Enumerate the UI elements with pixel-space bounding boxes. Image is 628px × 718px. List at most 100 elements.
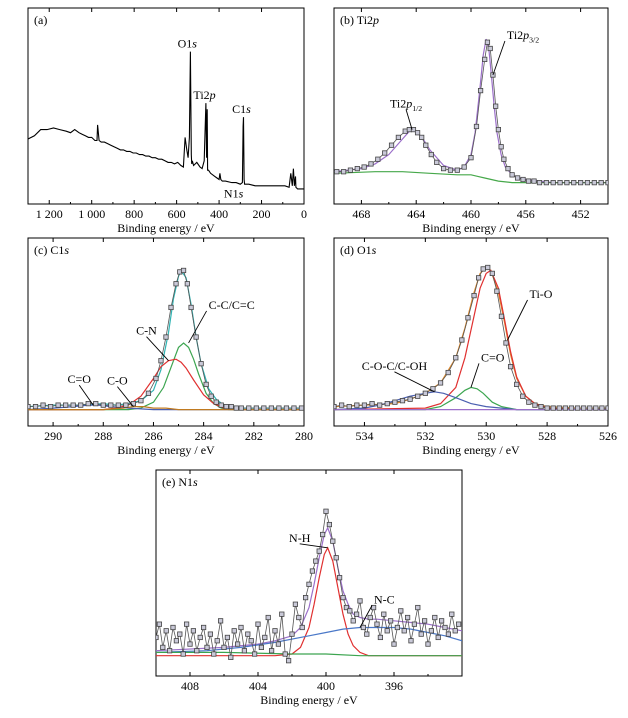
data-point [115,402,121,408]
data-point [153,375,159,382]
data-point [387,618,394,624]
data-point [340,595,346,601]
data-point [204,644,210,651]
x-axis-label: Binding energy / eV [117,443,215,457]
x-tick-label: 534 [355,429,373,443]
data-point [550,405,556,411]
data-point [234,641,241,647]
panel-label: (d) O1s [340,243,377,257]
data-point [265,614,271,621]
annotation-label: N-C [374,592,395,606]
data-point [282,651,288,657]
data-point [261,405,267,411]
data-point [465,315,471,321]
annotation-arrow [78,384,94,406]
data-point [173,281,179,287]
data-point [194,648,200,654]
data-point [418,631,424,637]
data-point [407,396,413,402]
series-line-N-C [156,626,462,653]
data-point [180,267,187,274]
series-line-Ti-O [334,269,608,411]
data-point [485,264,491,271]
x-tick-label: 452 [572,207,590,221]
data-point [177,631,183,637]
annotation-label: C-O [107,374,128,388]
data-point [285,658,292,664]
panel-label: (c) C1s [34,243,69,257]
panel-label: (b) Ti2p [340,13,379,27]
data-point [421,618,428,624]
data-point [354,165,360,172]
data-point [100,402,106,408]
x-tick-label: 526 [599,429,617,443]
data-point [183,621,190,627]
data-point [392,399,398,405]
x-tick-label: 800 [125,207,143,221]
data-point [428,628,435,634]
series-line-C-O [28,406,304,411]
data-point [214,638,220,644]
annotation-label: C=O [481,350,505,364]
panel-2: 468 464 460 456 452 Binding energy / eV (b) Ti… [333,7,609,235]
data-point [438,618,445,624]
data-point [480,266,486,272]
data-point [47,403,54,410]
data-point [211,651,217,657]
data-point [388,142,395,148]
data-point [350,618,356,624]
data-point [272,628,278,634]
data-point [347,608,353,614]
data-point [253,405,259,411]
data-point [514,381,520,388]
x-tick-label: 1 000 [78,207,105,221]
x-tick-label: 532 [416,429,434,443]
data-point [93,401,99,407]
data-point [490,72,496,78]
data-point [123,402,129,408]
data-point [440,165,447,172]
x-tick-label: 468 [352,207,370,221]
data-point [346,403,352,410]
data-point [568,405,575,411]
data-point [40,402,46,408]
data-point [598,180,604,186]
plot-frame [155,469,463,677]
data-point [170,624,176,631]
data-point [367,614,373,621]
data-point [538,403,544,410]
data-point [377,402,383,408]
data-point [447,167,454,173]
plot-frame [27,237,305,427]
data-point [434,159,440,165]
x-tick-label: 400 [210,207,228,221]
data-point [384,628,390,634]
data-point [454,167,460,173]
data-point [477,88,484,94]
data-point [193,334,199,340]
data-point [525,178,532,184]
x-tick-label: 530 [477,429,495,443]
x-tick-label: 528 [538,429,556,443]
annotation-arrow [299,543,328,549]
annotation-label: Ti-O [530,287,553,301]
data-point [562,405,568,411]
data-point [509,172,515,178]
data-point [268,405,274,411]
data-point [248,638,254,644]
data-point [158,358,164,364]
annotation-arrow [146,336,169,362]
x-tick-label: 464 [407,207,425,221]
x-tick-label: 282 [245,429,263,443]
data-point [415,604,421,611]
data-point [473,123,480,130]
data-line [156,511,459,663]
data-point [428,151,434,158]
data-point [574,405,581,411]
data-point [63,402,69,408]
annotation-arrow [188,310,207,344]
x-axis-label: Binding energy / eV [422,221,520,235]
data-point [138,398,144,404]
annotation-arrow [359,605,373,628]
panel-label: (a) [34,13,47,27]
